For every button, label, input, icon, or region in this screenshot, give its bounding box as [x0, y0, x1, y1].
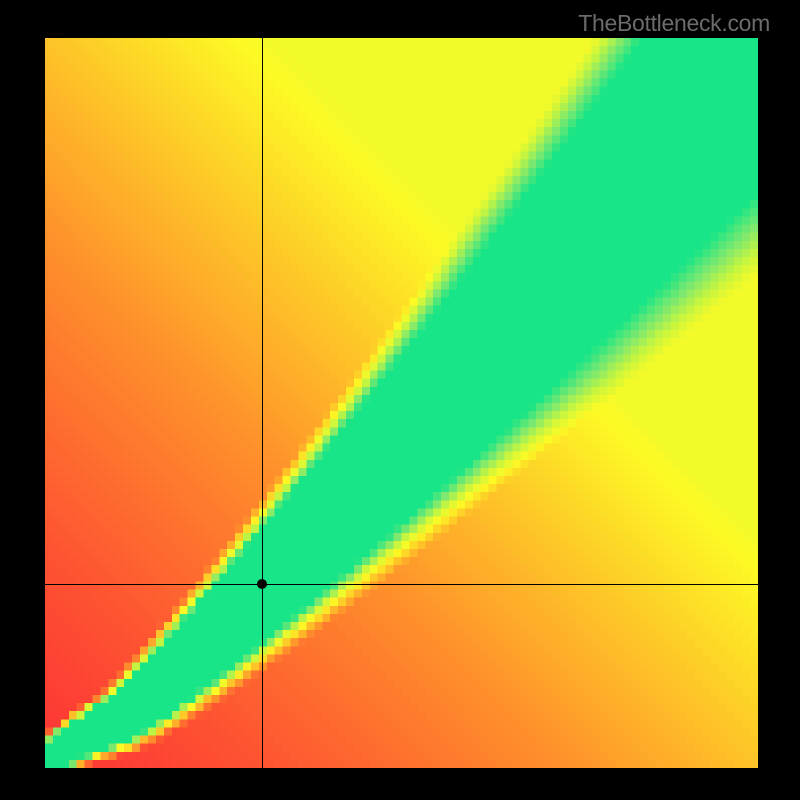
crosshair-vertical [262, 38, 263, 768]
watermark-text: TheBottleneck.com [578, 10, 770, 37]
heatmap-canvas [45, 38, 758, 768]
heatmap-plot [45, 38, 758, 768]
crosshair-marker [257, 579, 267, 589]
crosshair-horizontal [45, 584, 758, 585]
